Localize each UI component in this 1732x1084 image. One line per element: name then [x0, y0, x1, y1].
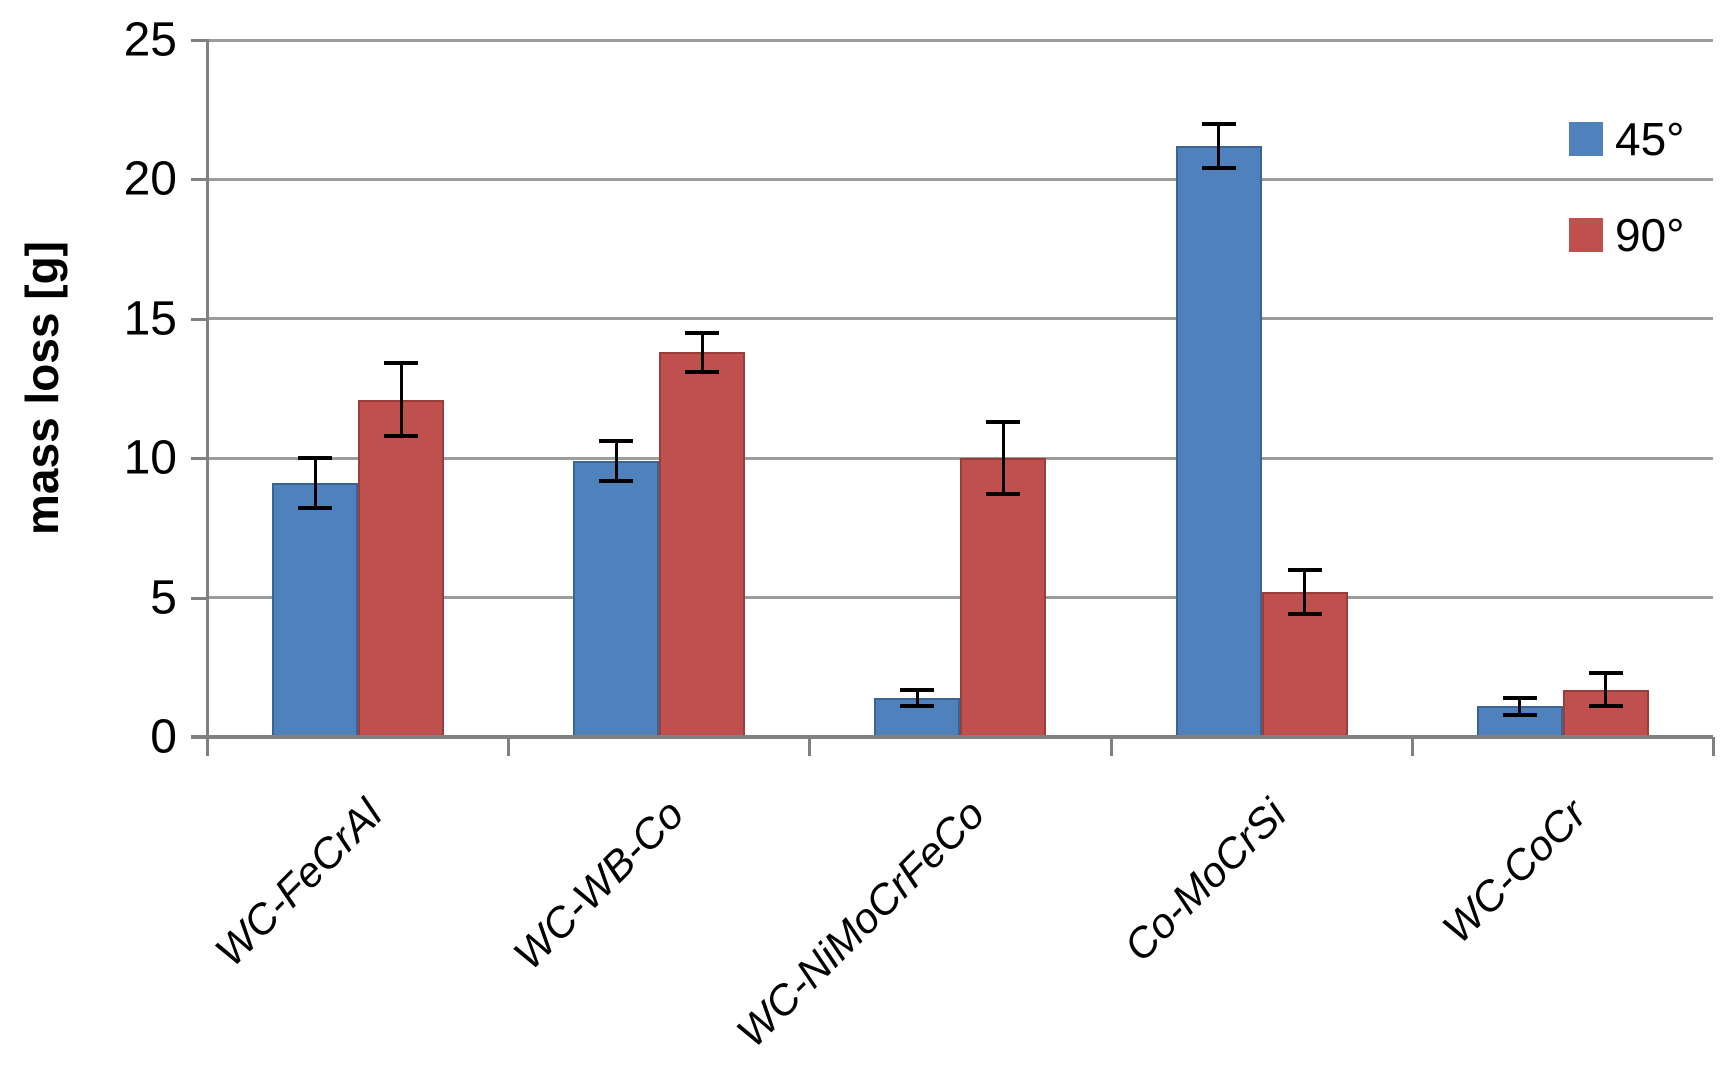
y-tick [191, 596, 207, 600]
y-tick [191, 457, 207, 461]
legend-label-45: 45° [1615, 113, 1685, 165]
y-tick-label: 5 [150, 571, 177, 625]
error-bar-cap-bottom [599, 478, 634, 483]
error-bar-45°-WC-NiMoCrFeCo [915, 689, 919, 707]
error-bar-cap-top [1287, 567, 1322, 572]
error-bar-90°-WC-CoCr [1604, 672, 1608, 707]
x-tick [1712, 737, 1715, 756]
error-bar-90°-WC-WB-Co [700, 332, 704, 372]
error-bar-cap-bottom [384, 433, 418, 438]
gridline [207, 596, 1713, 600]
gridline [207, 317, 1713, 321]
error-bar-cap-top [298, 456, 332, 461]
y-tick-label: 10 [123, 431, 177, 485]
gridline [207, 456, 1713, 460]
x-tick [1109, 737, 1113, 756]
x-category-label: Co-MoCrSi [1114, 790, 1295, 971]
legend-label-90: 90° [1615, 209, 1685, 261]
x-category-label: WC-NiMoCrFeCo [727, 790, 994, 1056]
legend-entry-90: 90° [1569, 208, 1685, 262]
error-bar-cap-top [384, 361, 418, 366]
error-bar-cap-top [986, 419, 1021, 424]
error-bar-cap-top [1588, 670, 1623, 675]
bar-90°-WC-FeCrAl [358, 399, 444, 737]
y-tick-label: 25 [123, 13, 177, 67]
error-bar-90°-WC-FeCrAl [399, 363, 403, 436]
error-bar-45°-WC-CoCr [1518, 697, 1522, 715]
error-bar-cap-top [685, 330, 720, 335]
gridline [207, 38, 1713, 42]
x-axis [191, 735, 1713, 739]
y-tick [191, 317, 207, 321]
y-axis-title: mass loss [g] [16, 241, 68, 535]
error-bar-cap-top [1201, 121, 1236, 126]
error-bar-90°-Co-MoCrSi [1303, 569, 1307, 615]
error-bar-cap-bottom [900, 704, 935, 709]
bar-45°-WC-WB-Co [573, 460, 660, 737]
error-bar-cap-bottom [1588, 704, 1623, 709]
gridline [207, 177, 1713, 181]
legend-swatch-90-icon [1569, 218, 1603, 252]
error-bar-cap-bottom [685, 369, 720, 374]
x-category-label: WC-FeCrAl [205, 790, 391, 976]
x-tick [507, 737, 511, 756]
x-tick [1410, 737, 1414, 756]
error-bar-45°-Co-MoCrSi [1217, 123, 1221, 169]
legend-swatch-45-icon [1569, 122, 1603, 156]
error-bar-cap-bottom [1502, 712, 1537, 717]
x-tick [808, 737, 812, 756]
y-tick-label: 0 [150, 710, 177, 764]
error-bar-cap-bottom [986, 492, 1021, 497]
error-bar-cap-top [1502, 695, 1537, 700]
bar-90°-WC-WB-Co [659, 352, 746, 737]
error-bar-cap-top [900, 687, 935, 692]
error-bar-cap-bottom [1287, 612, 1322, 617]
error-bar-90°-WC-NiMoCrFeCo [1001, 421, 1005, 495]
error-bar-45°-WC-WB-Co [614, 441, 618, 481]
y-axis [206, 39, 209, 756]
y-tick [191, 178, 207, 182]
y-tick [191, 39, 207, 42]
y-tick-label: 15 [123, 292, 177, 346]
error-bar-45°-WC-FeCrAl [313, 458, 317, 509]
bar-90°-WC-NiMoCrFeCo [960, 458, 1047, 737]
error-bar-cap-bottom [298, 506, 332, 511]
error-bar-cap-bottom [1201, 166, 1236, 171]
legend-entry-45: 45° [1569, 112, 1685, 166]
bar-45°-WC-FeCrAl [272, 483, 358, 737]
x-category-label: WC-CoCr [1433, 790, 1596, 952]
y-tick-label: 20 [123, 152, 177, 206]
bar-45°-Co-MoCrSi [1175, 145, 1262, 737]
error-bar-cap-top [599, 439, 634, 444]
x-category-label: WC-WB-Co [503, 790, 693, 979]
